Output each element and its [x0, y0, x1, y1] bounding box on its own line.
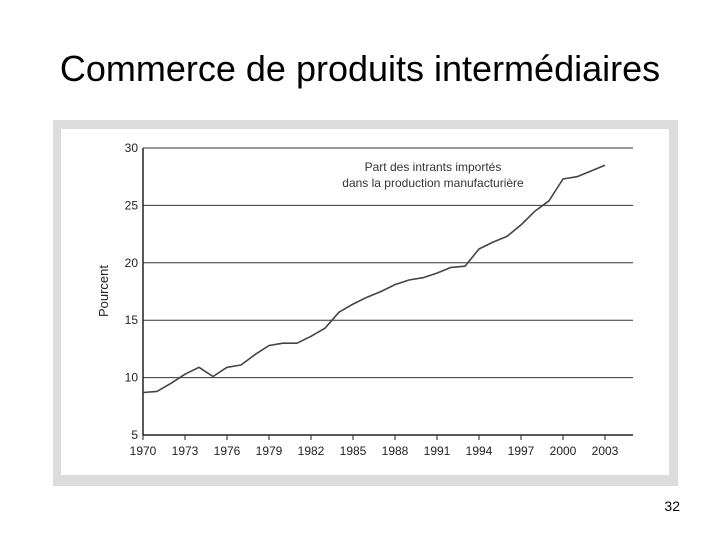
x-tick-label: 1985 — [340, 444, 367, 458]
line-chart: 5 10 15 20 25 30 1970 1973 1976 1979 1982 1985 1988… — [61, 129, 669, 475]
slide-title: Commerce de produits intermédiaires — [59, 48, 661, 89]
y-axis-title: Pourcent — [96, 265, 111, 317]
x-tick-label: 1988 — [382, 444, 409, 458]
series-line — [142, 164, 606, 394]
grid-lines — [143, 147, 633, 379]
x-tick-label: 1997 — [508, 444, 535, 458]
y-tick-label: 10 — [125, 371, 139, 385]
x-tick-label: 1994 — [466, 444, 493, 458]
x-tick-label: 2000 — [550, 444, 577, 458]
y-tick-label: 5 — [131, 428, 138, 442]
x-tick-label: 1982 — [298, 444, 325, 458]
x-tick-label: 1973 — [172, 444, 199, 458]
chart-annotation-line-2: dans la production manufacturière — [342, 176, 524, 190]
y-tick-labels: 5 10 15 20 25 30 — [125, 141, 139, 442]
chart-annotation-line-1: Part des intrants importés — [365, 160, 502, 174]
x-tick-label: 1970 — [130, 444, 157, 458]
x-tick-label: 1979 — [256, 444, 283, 458]
plot-background — [61, 129, 669, 475]
y-tick-label: 25 — [125, 198, 139, 212]
x-tick-label: 2003 — [592, 444, 619, 458]
y-tick-label: 15 — [125, 313, 139, 327]
x-tick-label: 1991 — [424, 444, 451, 458]
y-tick-label: 20 — [125, 256, 139, 270]
series-layer — [142, 164, 606, 394]
x-tick-labels: 1970 1973 1976 1979 1982 1985 1988 1991 1994 1997… — [130, 435, 619, 458]
page-number: 32 — [664, 498, 680, 514]
chart-frame: 5 10 15 20 25 30 1970 1973 1976 1979 1982 1985 1988… — [53, 120, 678, 486]
x-tick-label: 1976 — [214, 444, 241, 458]
y-tick-label: 30 — [125, 141, 139, 155]
